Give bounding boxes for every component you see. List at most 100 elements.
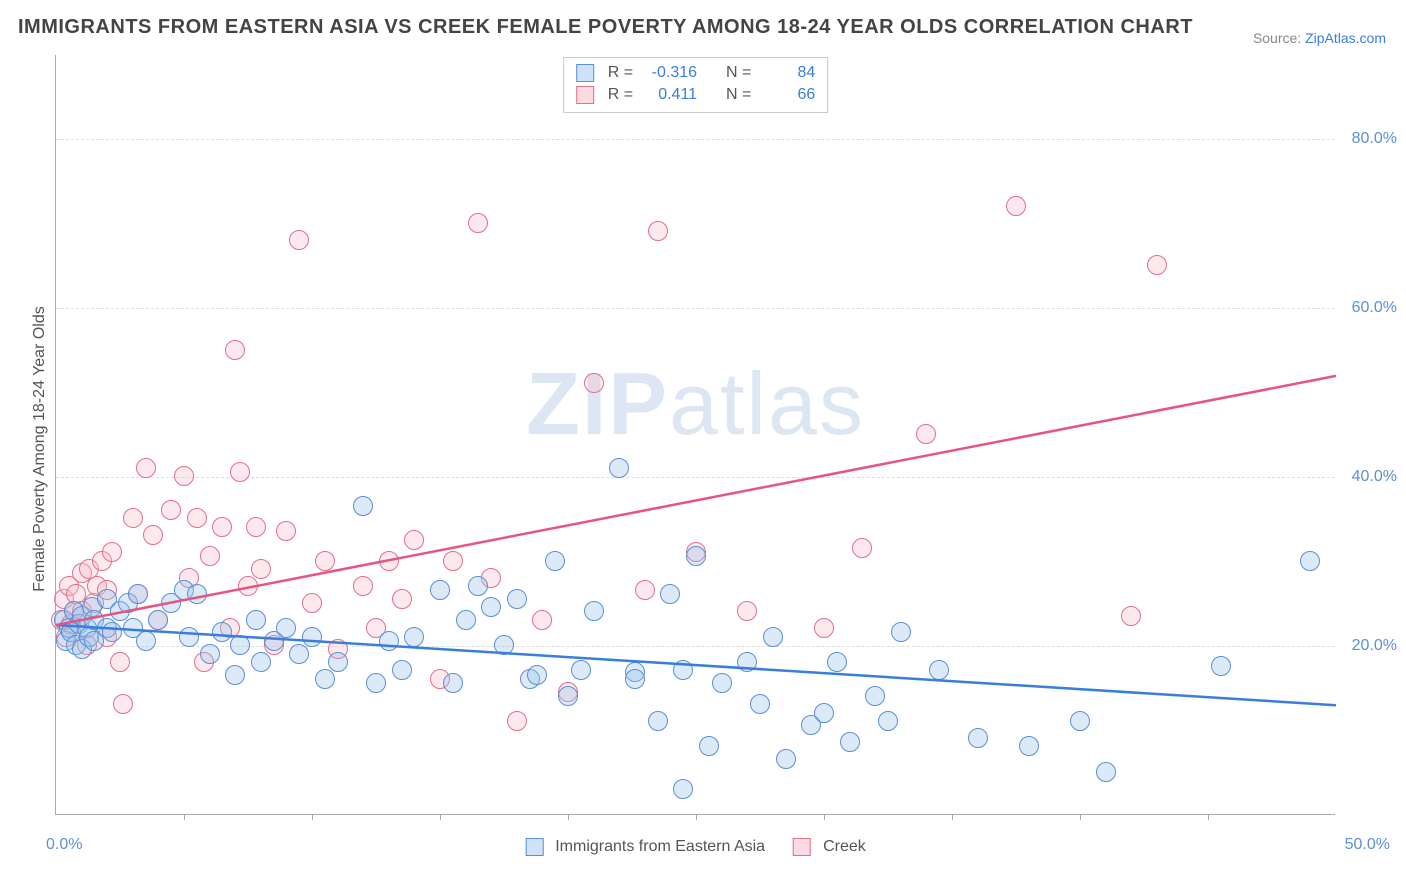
data-point-blue [430, 580, 450, 600]
trend-lines [56, 55, 1336, 815]
data-point-blue [507, 589, 527, 609]
data-point-blue [230, 635, 250, 655]
data-point-blue [251, 652, 271, 672]
data-point-blue [289, 644, 309, 664]
data-point-blue [1211, 656, 1231, 676]
data-point-blue [179, 627, 199, 647]
data-point-blue [456, 610, 476, 630]
data-point-blue [814, 703, 834, 723]
watermark-zip: ZIP [526, 354, 669, 453]
data-point-blue [878, 711, 898, 731]
data-point-pink [102, 542, 122, 562]
data-point-blue [494, 635, 514, 655]
data-point-pink [584, 373, 604, 393]
data-point-pink [648, 221, 668, 241]
stat-R-blue: -0.316 [643, 62, 697, 84]
data-point-pink [225, 340, 245, 360]
data-point-blue [404, 627, 424, 647]
data-point-blue [1300, 551, 1320, 571]
x-tick [952, 814, 953, 820]
data-point-pink [443, 551, 463, 571]
stat-N-label: N = [726, 62, 751, 84]
data-point-blue [246, 610, 266, 630]
swatch-blue [576, 64, 594, 82]
gridline-h [56, 139, 1335, 140]
trend-line-blue [56, 625, 1336, 705]
stats-row-blue: R = -0.316 N = 84 [576, 62, 816, 84]
source-prefix: Source: [1253, 30, 1305, 46]
data-point-pink [507, 711, 527, 731]
data-point-pink [532, 610, 552, 630]
data-point-pink [187, 508, 207, 528]
bottom-legend: Immigrants from Eastern Asia Creek [525, 838, 866, 856]
data-point-pink [136, 458, 156, 478]
plot-area: ZIPatlas R = -0.316 N = 84 R = 0.411 N =… [55, 55, 1335, 815]
x-tick-label-max: 50.0% [1345, 836, 1390, 854]
data-point-blue [673, 779, 693, 799]
x-tick [1208, 814, 1209, 820]
data-point-blue [891, 622, 911, 642]
legend-label-pink: Creek [823, 838, 866, 856]
data-point-blue [468, 576, 488, 596]
y-axis-label: Female Poverty Among 18-24 Year Olds [31, 299, 49, 599]
data-point-blue [673, 660, 693, 680]
legend-label-blue: Immigrants from Eastern Asia [555, 838, 765, 856]
data-point-blue [750, 694, 770, 714]
data-point-pink [161, 500, 181, 520]
source-label: Source: ZipAtlas.com [1253, 30, 1386, 46]
data-point-pink [916, 424, 936, 444]
x-tick [312, 814, 313, 820]
x-tick [184, 814, 185, 820]
data-point-blue [148, 610, 168, 630]
data-point-blue [686, 546, 706, 566]
data-point-pink [174, 466, 194, 486]
data-point-pink [635, 580, 655, 600]
data-point-blue [584, 601, 604, 621]
legend-item-pink: Creek [793, 838, 866, 856]
data-point-pink [200, 546, 220, 566]
data-point-blue [527, 665, 547, 685]
data-point-blue [481, 597, 501, 617]
data-point-pink [852, 538, 872, 558]
x-tick-label-min: 0.0% [46, 836, 82, 854]
data-point-pink [315, 551, 335, 571]
data-point-pink [276, 521, 296, 541]
watermark-atlas: atlas [669, 354, 865, 453]
x-tick [568, 814, 569, 820]
x-tick [1080, 814, 1081, 820]
stat-N-label-2: N = [726, 84, 751, 106]
data-point-blue [712, 673, 732, 693]
source-link[interactable]: ZipAtlas.com [1305, 30, 1386, 46]
data-point-pink [404, 530, 424, 550]
data-point-pink [246, 517, 266, 537]
data-point-pink [737, 601, 757, 621]
data-point-blue [1019, 736, 1039, 756]
data-point-blue [545, 551, 565, 571]
data-point-pink [123, 508, 143, 528]
data-point-blue [379, 631, 399, 651]
data-point-pink [289, 230, 309, 250]
legend-swatch-pink [793, 838, 811, 856]
data-point-blue [699, 736, 719, 756]
data-point-blue [212, 622, 232, 642]
y-tick-label: 20.0% [1352, 637, 1397, 655]
legend-item-blue: Immigrants from Eastern Asia [525, 838, 765, 856]
data-point-pink [110, 652, 130, 672]
data-point-blue [648, 711, 668, 731]
data-point-blue [136, 631, 156, 651]
data-point-blue [302, 627, 322, 647]
data-point-blue [328, 652, 348, 672]
stat-R-label-2: R = [608, 84, 633, 106]
data-point-pink [302, 593, 322, 613]
chart-title: IMMIGRANTS FROM EASTERN ASIA VS CREEK FE… [18, 16, 1193, 39]
gridline-h [56, 308, 1335, 309]
data-point-blue [609, 458, 629, 478]
data-point-pink [1147, 255, 1167, 275]
data-point-blue [443, 673, 463, 693]
data-point-pink [143, 525, 163, 545]
data-point-pink [212, 517, 232, 537]
data-point-pink [230, 462, 250, 482]
data-point-blue [315, 669, 335, 689]
data-point-blue [763, 627, 783, 647]
x-tick [440, 814, 441, 820]
